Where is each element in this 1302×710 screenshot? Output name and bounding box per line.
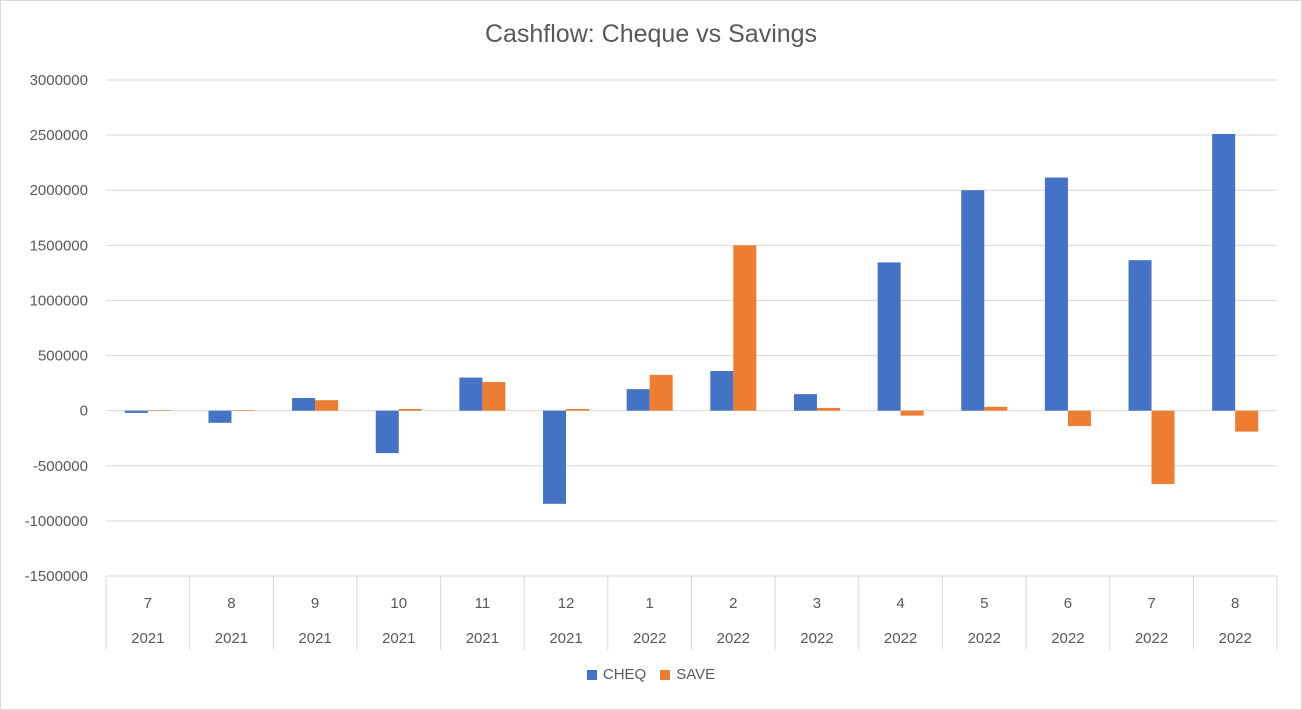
bar-cheq <box>543 410 567 504</box>
x-tick-year: 2022 <box>1218 630 1251 647</box>
bar-cheq <box>793 394 817 411</box>
bar-save <box>315 400 339 411</box>
bar-cheq <box>1044 177 1068 411</box>
y-tick-label: -1500000 <box>25 568 88 585</box>
bar-save <box>566 409 590 411</box>
bar-save <box>147 410 171 411</box>
x-tick-month: 10 <box>390 595 407 612</box>
x-tick-month: 4 <box>896 595 904 612</box>
bar-cheq <box>459 377 483 411</box>
bar-save <box>733 245 757 411</box>
legend-label: CHEQ <box>602 666 647 683</box>
x-tick-year: 2021 <box>549 630 582 647</box>
bar-cheq <box>208 410 232 423</box>
y-tick-label: 1000000 <box>30 292 88 309</box>
bar-cheq <box>961 190 985 411</box>
x-tick-month: 5 <box>980 595 988 612</box>
x-tick-year: 2022 <box>884 630 917 647</box>
x-tick-year: 2022 <box>1135 630 1168 647</box>
x-tick-year: 2022 <box>968 630 1001 647</box>
bar-save <box>900 410 924 416</box>
bar-save <box>231 410 255 411</box>
x-tick-month: 9 <box>311 595 319 612</box>
bar-cheq <box>292 397 316 411</box>
y-tick-label: -500000 <box>33 458 88 475</box>
x-tick-month: 7 <box>1147 595 1155 612</box>
bar-save <box>649 374 673 411</box>
x-tick-month: 7 <box>144 595 152 612</box>
x-tick-year: 2022 <box>1051 630 1084 647</box>
x-tick-year: 2022 <box>800 630 833 647</box>
bar-save <box>482 382 506 411</box>
bar-cheq <box>877 262 901 411</box>
x-tick-month: 12 <box>558 595 575 612</box>
x-tick-year: 2021 <box>298 630 331 647</box>
bar-save <box>1151 410 1175 484</box>
legend-item-cheq: CHEQ <box>586 666 647 683</box>
chart-title: Cashflow: Cheque vs Savings <box>484 20 818 48</box>
x-tick-year: 2021 <box>215 630 248 647</box>
bar-cheq <box>626 389 650 411</box>
bar-cheq <box>375 410 399 454</box>
legend-label: SAVE <box>676 666 716 683</box>
x-tick-year: 2022 <box>717 630 750 647</box>
legend-swatch <box>660 669 671 680</box>
x-tick-month: 6 <box>1064 595 1072 612</box>
x-tick-month: 2 <box>729 595 737 612</box>
x-tick-year: 2021 <box>466 630 499 647</box>
chart-legend: CHEQ SAVE <box>0 666 1302 683</box>
y-tick-label: 2500000 <box>30 127 88 144</box>
bar-cheq <box>710 370 734 411</box>
y-tick-label: 3000000 <box>30 72 88 89</box>
x-tick-year: 2021 <box>131 630 164 647</box>
legend-item-save: SAVE <box>660 666 715 683</box>
x-tick-year: 2021 <box>382 630 415 647</box>
bar-cheq <box>124 410 148 413</box>
y-tick-label: -1000000 <box>25 513 88 530</box>
y-tick-label: 0 <box>80 403 88 420</box>
x-tick-year: 2022 <box>633 630 666 647</box>
y-tick-label: 2000000 <box>30 182 88 199</box>
bar-save <box>984 406 1008 411</box>
bar-save <box>398 409 422 411</box>
x-tick-month: 11 <box>475 595 491 612</box>
legend-swatch <box>586 669 597 680</box>
bar-save <box>816 407 840 411</box>
y-tick-label: 1500000 <box>30 237 88 254</box>
bar-cheq <box>1212 134 1236 411</box>
y-tick-label: 500000 <box>38 348 88 365</box>
x-tick-month: 8 <box>227 595 235 612</box>
x-tick-month: 1 <box>646 595 654 612</box>
bar-save <box>1235 410 1259 432</box>
bar-save <box>1067 410 1091 427</box>
x-tick-month: 3 <box>813 595 821 612</box>
x-tick-month: 8 <box>1231 595 1239 612</box>
bar-cheq <box>1128 260 1152 411</box>
